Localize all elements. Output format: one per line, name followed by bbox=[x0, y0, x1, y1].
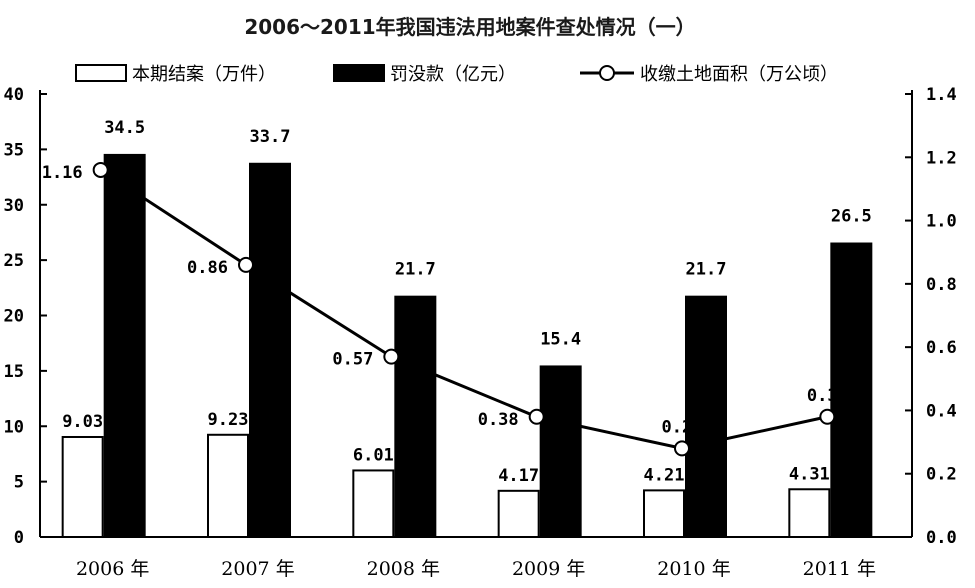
data-label-fines: 26.5 bbox=[831, 207, 872, 227]
data-label-fines: 15.4 bbox=[540, 329, 581, 349]
data-label-land-recovered: 0.86 bbox=[187, 258, 228, 278]
legend-label-land-recovered: 收缴土地面积（万公顷） bbox=[640, 64, 838, 85]
line-point-land-recovered bbox=[674, 440, 690, 457]
bar-cases-closed bbox=[207, 433, 249, 538]
y-right-tick-label: 1.2 bbox=[926, 148, 957, 168]
data-label-land-recovered: 0.38 bbox=[807, 386, 848, 406]
y-left-tick-label: 25 bbox=[4, 251, 24, 271]
x-category-label: 2011 年 bbox=[803, 558, 876, 580]
y-right-tick-label: 1.0 bbox=[926, 212, 957, 232]
data-label-cases-closed: 4.17 bbox=[498, 466, 539, 486]
bar-fines bbox=[539, 365, 582, 538]
data-label-land-recovered: 0.38 bbox=[478, 410, 519, 430]
line-point-land-recovered bbox=[819, 408, 836, 425]
data-label-land-recovered: 0.57 bbox=[332, 350, 373, 370]
legend: 本期结案（万件） 罚没款（亿元） 收缴土地面积（万公顷） bbox=[75, 64, 838, 85]
bar-fines bbox=[685, 295, 727, 538]
line-land-recovered bbox=[99, 168, 828, 450]
x-category-label: 2006 年 bbox=[76, 558, 149, 580]
legend-swatch-cases-closed bbox=[75, 64, 127, 82]
data-label-cases-closed: 6.01 bbox=[353, 445, 394, 465]
y-right-tick-label: 0.8 bbox=[926, 275, 957, 295]
bar-fines bbox=[103, 153, 146, 538]
y-left-tick-label: 20 bbox=[4, 307, 24, 327]
bar-fines bbox=[249, 162, 291, 539]
data-label-cases-closed: 9.03 bbox=[62, 412, 103, 432]
bar-cases-closed bbox=[61, 435, 104, 538]
bars bbox=[61, 153, 873, 539]
bar-cases-closed bbox=[788, 488, 831, 539]
y-left-tick-label: 30 bbox=[4, 196, 24, 216]
bar-fines bbox=[830, 242, 873, 538]
axes: 0 5 10 15 20 25 30 35 40 0.0 0.2 0.4 0.6 0.8 1.0 1.2 1.4… bbox=[4, 85, 957, 580]
legend-swatch-land-marker bbox=[599, 65, 615, 81]
bar-cases-closed bbox=[643, 489, 685, 538]
data-label-cases-closed: 4.21 bbox=[644, 465, 685, 485]
line-point-land-recovered bbox=[92, 161, 109, 178]
legend-swatch-fines bbox=[333, 64, 385, 82]
y-left-tick-label: 35 bbox=[4, 140, 24, 160]
bar-cases-closed bbox=[497, 489, 540, 539]
data-label-fines: 21.7 bbox=[686, 260, 727, 280]
chart-title: 2006～2011年我国违法用地案件查处情况（一） bbox=[244, 15, 695, 39]
x-category-label: 2007 年 bbox=[221, 558, 294, 580]
data-labels: 9.03 9.23 6.01 4.17 4.21 4.31 34.5 33.7 21.7 15.4… bbox=[42, 118, 872, 486]
x-category-label: 2010 年 bbox=[657, 558, 730, 580]
data-label-cases-closed: 4.31 bbox=[789, 464, 830, 484]
data-label-fines: 33.7 bbox=[250, 127, 291, 147]
y-left-tick-label: 5 bbox=[14, 473, 24, 493]
y-right-tick-label: 0.6 bbox=[926, 338, 957, 358]
y-right-tick-label: 0.4 bbox=[926, 401, 957, 421]
x-category-label: 2009 年 bbox=[512, 558, 585, 580]
bar-cases-closed bbox=[352, 469, 395, 538]
line-point-land-recovered bbox=[383, 348, 400, 365]
data-label-land-recovered: 1.16 bbox=[42, 163, 83, 183]
y-right-tick-label: 0.0 bbox=[926, 528, 957, 548]
x-category-label: 2008 年 bbox=[367, 558, 440, 580]
line-point-land-recovered bbox=[238, 256, 254, 273]
y-left-tick-label: 0 bbox=[14, 528, 24, 548]
y-right-tick-label: 0.2 bbox=[926, 465, 957, 485]
legend-label-cases-closed: 本期结案（万件） bbox=[132, 64, 276, 85]
y-left-tick-label: 10 bbox=[4, 417, 24, 437]
data-label-land-recovered: 0.28 bbox=[662, 417, 703, 437]
legend-label-fines: 罚没款（亿元） bbox=[390, 64, 516, 85]
y-left-tick-label: 15 bbox=[4, 362, 24, 382]
bar-fines bbox=[394, 295, 437, 538]
data-label-fines: 21.7 bbox=[395, 260, 436, 280]
line-series bbox=[92, 161, 836, 457]
data-label-cases-closed: 9.23 bbox=[208, 410, 249, 430]
y-left-tick-label: 40 bbox=[4, 85, 24, 105]
data-label-fines: 34.5 bbox=[104, 118, 145, 138]
y-right-tick-label: 1.4 bbox=[926, 85, 957, 105]
line-point-land-recovered bbox=[528, 408, 545, 425]
